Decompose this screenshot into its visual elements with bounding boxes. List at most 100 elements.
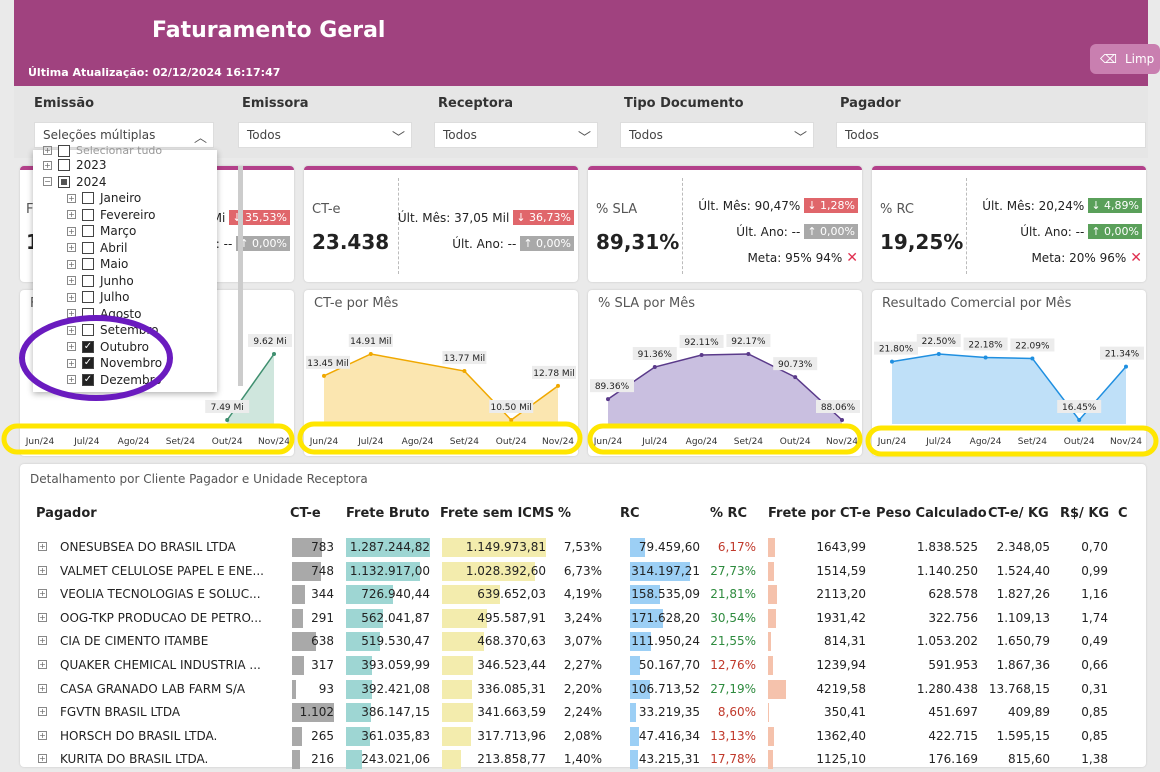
dropdown-item-julho[interactable]: + Julho xyxy=(67,290,129,304)
column-header[interactable]: CT-e/ KG xyxy=(988,506,1049,521)
expand-icon[interactable]: + xyxy=(67,325,76,335)
checkbox[interactable] xyxy=(82,258,94,270)
checkbox[interactable] xyxy=(82,324,94,336)
data-point[interactable] xyxy=(936,352,941,356)
expand-row-icon[interactable]: + xyxy=(38,565,47,575)
table-row[interactable]: + OOG-TKP PRODUCAO DE PETRO... 291 562.041,… xyxy=(20,607,1146,631)
data-point[interactable] xyxy=(1077,418,1082,422)
data-point[interactable] xyxy=(1124,364,1128,369)
expand-icon[interactable]: + xyxy=(67,375,76,384)
column-header[interactable]: R$/ KG xyxy=(1060,506,1110,521)
column-header[interactable]: C xyxy=(1118,506,1128,521)
expand-icon[interactable]: + xyxy=(67,276,76,285)
table-row[interactable]: + FGVTN BRASIL LTDA 1.102 386.147,15 341.663… xyxy=(20,701,1146,725)
checkbox[interactable] xyxy=(58,175,70,188)
table-row[interactable]: + VALMET CELULOSE PAPEL E ENE... 748 1.132.… xyxy=(20,560,1146,584)
column-header[interactable]: Frete sem ICMS xyxy=(440,506,555,521)
column-header[interactable]: Pagador xyxy=(36,506,97,521)
column-header[interactable]: Peso Calculado xyxy=(876,506,987,521)
column-header[interactable]: Frete Bruto xyxy=(346,506,430,521)
expand-icon[interactable]: + xyxy=(67,226,76,236)
expand-icon[interactable]: − xyxy=(43,177,52,186)
expand-row-icon[interactable]: + xyxy=(38,542,47,551)
checkbox[interactable] xyxy=(82,291,94,303)
expand-row-icon[interactable]: + xyxy=(38,754,47,764)
column-header[interactable]: RC xyxy=(620,506,640,521)
checkbox[interactable] xyxy=(82,274,94,287)
column-header[interactable]: Frete por CT-e xyxy=(768,506,871,521)
dropdown-item-fevereiro[interactable]: + Fevereiro xyxy=(67,208,156,222)
dropdown-item-novembro[interactable]: + ✓ Novembro xyxy=(67,356,162,370)
data-point[interactable] xyxy=(509,418,514,422)
table-row[interactable]: + CASA GRANADO LAB FARM S/A 93 392.421,08 33… xyxy=(20,678,1146,702)
data-point[interactable] xyxy=(890,359,894,364)
data-point[interactable] xyxy=(983,355,988,360)
column-header[interactable]: % RC xyxy=(710,506,748,521)
dropdown-item-2024[interactable]: − 2024 xyxy=(43,175,107,189)
dropdown-item-2023[interactable]: +2023 xyxy=(43,158,107,172)
data-point[interactable] xyxy=(322,373,326,378)
table-row[interactable]: + CIA DE CIMENTO ITAMBE 638 519.530,47 468.3… xyxy=(20,630,1146,654)
expand-row-icon[interactable]: + xyxy=(38,660,47,669)
data-point[interactable] xyxy=(699,352,704,357)
dropdown-item-junho[interactable]: + Junho xyxy=(67,274,134,288)
dropdown-item-janeiro[interactable]: + Janeiro xyxy=(67,191,141,205)
filter-emissora-dropdown[interactable]: Todos ﹀ xyxy=(238,122,412,148)
expand-icon[interactable]: + xyxy=(67,309,76,318)
expand-icon[interactable]: + xyxy=(67,210,76,219)
filter-pagador-dropdown[interactable]: Todos xyxy=(836,122,1146,148)
data-point[interactable] xyxy=(840,418,844,422)
expand-row-icon[interactable]: + xyxy=(38,612,47,622)
expand-icon[interactable]: + xyxy=(67,193,76,203)
expand-icon[interactable]: + xyxy=(67,342,76,351)
expand-icon[interactable]: + xyxy=(67,243,76,252)
checkbox[interactable]: ✓ xyxy=(82,373,94,386)
checkbox[interactable] xyxy=(58,144,70,157)
data-point[interactable] xyxy=(606,397,610,402)
data-point[interactable] xyxy=(272,352,276,356)
select-all-item[interactable]: + Selecionar tudo xyxy=(43,144,162,157)
expand-row-icon[interactable]: + xyxy=(38,589,47,599)
data-point[interactable] xyxy=(652,365,657,370)
data-point[interactable] xyxy=(368,352,373,356)
expand-icon[interactable]: + xyxy=(67,292,76,302)
dropdown-item-agosto[interactable]: + Agosto xyxy=(67,307,141,321)
table-row[interactable]: + VEOLIA TECNOLOGIAS E SOLUC... 344 726.940… xyxy=(20,583,1146,607)
expand-row-icon[interactable]: + xyxy=(38,683,47,693)
data-point[interactable] xyxy=(793,375,798,380)
checkbox[interactable]: ✓ xyxy=(82,340,94,353)
checkbox[interactable] xyxy=(82,192,94,204)
expand-icon[interactable]: + xyxy=(67,259,76,269)
checkbox[interactable] xyxy=(82,208,94,221)
expand-row-icon[interactable]: + xyxy=(38,730,47,740)
filter-receptora-dropdown[interactable]: Todos ﹀ xyxy=(434,122,598,148)
data-point[interactable] xyxy=(225,418,230,422)
dropdown-item-maio[interactable]: + Maio xyxy=(67,257,128,271)
data-point[interactable] xyxy=(1030,356,1035,361)
table-row[interactable]: + QUAKER CHEMICAL INDUSTRIA ... 317 393.059… xyxy=(20,654,1146,678)
expand-row-icon[interactable]: + xyxy=(38,707,47,717)
checkbox[interactable] xyxy=(58,159,70,171)
table-row[interactable]: + KURITA DO BRASIL LTDA. 216 243.021,06 213.… xyxy=(20,748,1146,772)
table-row[interactable]: + ONESUBSEA DO BRASIL LTDA 783 1.287.244,82… xyxy=(20,536,1146,560)
dropdown-item-dezembro[interactable]: + ✓ Dezembro xyxy=(67,373,162,387)
table-row[interactable]: + HORSCH DO BRASIL LTDA. 265 361.035,83 317.… xyxy=(20,725,1146,749)
data-point[interactable] xyxy=(462,369,467,374)
checkbox[interactable] xyxy=(82,307,94,320)
dropdown-scrollbar[interactable] xyxy=(238,166,243,386)
dropdown-item-março[interactable]: + Março xyxy=(67,224,136,238)
expand-icon[interactable]: + xyxy=(43,160,52,170)
dropdown-item-setembro[interactable]: + Setembro xyxy=(67,323,158,337)
column-header[interactable]: % xyxy=(558,506,572,521)
column-header[interactable]: CT-e xyxy=(290,506,321,521)
filter-tipo-documento-dropdown[interactable]: Todos ﹀ xyxy=(620,122,814,148)
checkbox[interactable] xyxy=(82,241,94,254)
data-point[interactable] xyxy=(556,383,560,388)
data-point[interactable] xyxy=(746,352,751,356)
checkbox[interactable]: ✓ xyxy=(82,357,94,369)
dropdown-item-abril[interactable]: + Abril xyxy=(67,241,127,255)
dropdown-item-outubro[interactable]: + ✓ Outubro xyxy=(67,340,149,354)
clear-filters-button[interactable]: ⌫ Limp xyxy=(1090,44,1160,74)
filter-emissao-dropdown[interactable]: Seleções múltiplas ︿ xyxy=(34,122,214,148)
expand-row-icon[interactable]: + xyxy=(38,636,47,646)
